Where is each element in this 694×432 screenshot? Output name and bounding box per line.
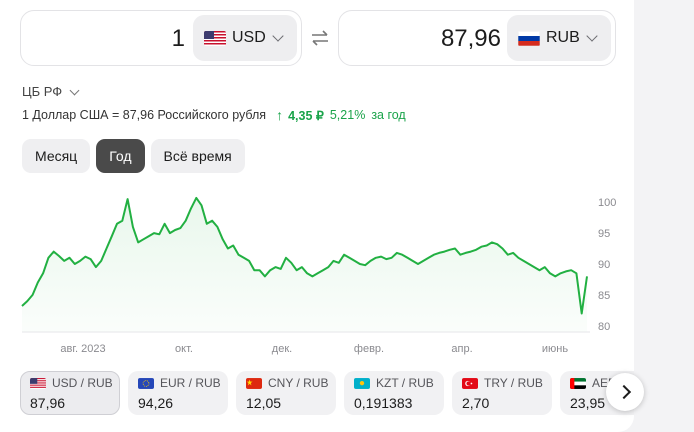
tr-flag-icon (462, 377, 478, 389)
currency-converter-card: 1 USD 87,96 RUB ЦБ РФ 1 Доллар США = 87,… (0, 0, 634, 432)
tab-all-time[interactable]: Всё время (150, 139, 245, 173)
us-flag-icon (204, 30, 226, 46)
y-tick-label: 95 (598, 228, 610, 240)
y-tick-label: 100 (598, 197, 616, 209)
quote-kzt-rub[interactable]: KZT / RUB 0,191383 (344, 371, 444, 415)
from-amount-input[interactable]: 1 (171, 25, 185, 52)
to-amount-box[interactable]: 87,96 RUB (338, 10, 616, 66)
rate-chart[interactable]: 100 95 90 85 80 авг. 2023 окт. дек. февр. апр. июн… (0, 196, 634, 360)
x-tick-label: окт. (175, 343, 193, 355)
to-currency-select[interactable]: RUB (507, 15, 611, 61)
rate-percent: 5,21% (329, 108, 366, 122)
chart-area-fill (22, 197, 587, 332)
chevron-down-icon (272, 30, 284, 42)
x-tick-label: авг. 2023 (60, 343, 105, 355)
period-tabs: Месяц Год Всё время (22, 139, 245, 173)
y-tick-label: 80 (598, 321, 610, 333)
x-tick-label: февр. (354, 343, 384, 355)
next-quotes-button[interactable] (606, 373, 644, 411)
to-amount-input[interactable]: 87,96 (440, 25, 501, 52)
tab-month[interactable]: Месяц (22, 139, 91, 173)
quote-usd-rub[interactable]: USD / RUB 87,96 (20, 371, 120, 415)
swap-icon[interactable] (308, 26, 332, 50)
x-tick-label: июнь (542, 343, 568, 355)
rate-summary: 1 Доллар США = 87,96 Российского рубля ↑… (22, 107, 406, 123)
quote-value: 2,70 (462, 395, 490, 411)
series-line (21, 196, 588, 315)
from-currency-select[interactable]: USD (193, 15, 297, 61)
quote-value: 0,191383 (354, 395, 413, 411)
cn-flag-icon (246, 377, 262, 389)
us-flag-icon (30, 377, 46, 389)
quote-try-rub[interactable]: TRY / RUB 2,70 (452, 371, 552, 415)
y-tick-label: 85 (598, 290, 610, 302)
quote-pair: KZT / RUB (376, 376, 434, 390)
from-amount-box[interactable]: 1 USD (20, 10, 302, 66)
quote-pair: TRY / RUB (484, 376, 543, 390)
quote-value: 94,26 (138, 395, 174, 411)
quote-pair: USD / RUB (52, 376, 113, 390)
chevron-down-icon (586, 30, 598, 42)
rate-period: за год (371, 108, 406, 122)
from-currency-code: USD (232, 29, 266, 46)
chevron-down-icon (69, 85, 80, 95)
rate-source-label: ЦБ РФ (22, 84, 63, 99)
arrow-up-icon: ↑ (276, 107, 284, 123)
quote-value: 23,95 (570, 395, 606, 411)
rate-text: 1 Доллар США = 87,96 Российского рубля (22, 108, 267, 122)
quote-pair: EUR / RUB (160, 376, 221, 390)
quote-cny-rub[interactable]: CNY / RUB 12,05 (236, 371, 336, 415)
quote-eur-rub[interactable]: EUR / RUB 94,26 (128, 371, 228, 415)
quote-value: 87,96 (30, 395, 66, 411)
tab-year[interactable]: Год (96, 139, 145, 173)
x-tick-label: апр. (451, 343, 472, 355)
quote-pair: CNY / RUB (268, 376, 329, 390)
kz-flag-icon (354, 377, 370, 389)
x-tick-label: дек. (272, 343, 292, 355)
to-currency-code: RUB (546, 29, 580, 46)
chevron-right-icon (616, 384, 631, 400)
rate-change: 4,35 ₽ (288, 108, 324, 123)
quote-value: 12,05 (246, 395, 282, 411)
eu-flag-icon (138, 377, 154, 389)
quote-list: USD / RUB 87,96 EUR / RUB 94,26 CNY / RU… (20, 371, 634, 415)
ru-flag-icon (518, 30, 540, 46)
y-tick-label: 90 (598, 259, 610, 271)
rate-source-dropdown[interactable]: ЦБ РФ (22, 84, 80, 99)
ae-flag-icon (570, 377, 586, 389)
